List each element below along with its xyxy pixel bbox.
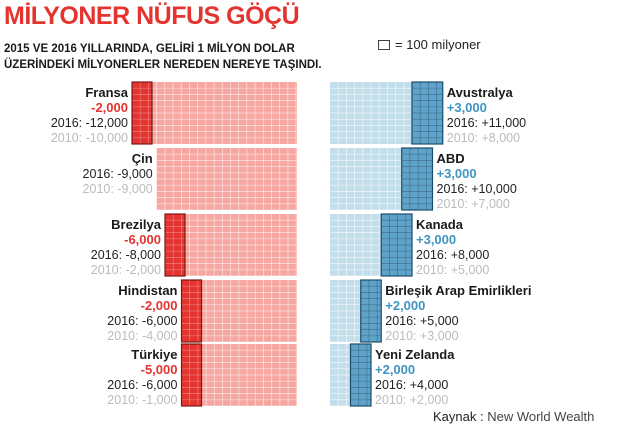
in-2010-label: 2010: +8,000 bbox=[447, 131, 520, 145]
in-bar-change bbox=[401, 148, 433, 210]
in-bar-grid bbox=[330, 148, 402, 211]
in-2016-label: 2016: +11,000 bbox=[447, 116, 526, 130]
out-change-label: -6,000 bbox=[124, 232, 161, 247]
in-bar-change bbox=[381, 214, 412, 276]
out-country-label: Çin bbox=[132, 151, 153, 166]
in-bar-grid bbox=[330, 82, 413, 144]
out-bar-grid bbox=[156, 148, 297, 211]
in-bar-grid bbox=[330, 214, 382, 277]
out-bar-change bbox=[132, 82, 152, 144]
chart-subtitle: 2015 VE 2016 YILLARINDA, GELİRİ 1 MİLYON… bbox=[4, 41, 322, 73]
legend-label: = 100 milyoner bbox=[395, 37, 481, 52]
in-change-grid bbox=[412, 82, 443, 144]
in-country-label: Avustralya bbox=[447, 85, 514, 100]
out-country-label: Türkiye bbox=[131, 347, 177, 362]
in-change-label: +3,000 bbox=[437, 166, 477, 181]
in-2010-label: 2010: +3,000 bbox=[385, 329, 458, 343]
in-country-label: Kanada bbox=[416, 217, 464, 232]
in-bar-grid bbox=[330, 344, 351, 407]
out-bar-change bbox=[165, 214, 185, 276]
out-change-outline bbox=[164, 213, 186, 277]
in-bar-change bbox=[350, 344, 371, 406]
in-country-label: Birleşik Arap Emirlikleri bbox=[385, 283, 531, 298]
in-change-outline bbox=[411, 81, 444, 145]
out-change-label: -2,000 bbox=[91, 100, 128, 115]
out-country-label: Fransa bbox=[85, 85, 128, 100]
in-bar-change bbox=[412, 82, 443, 144]
in-2016-label: 2016: +4,000 bbox=[375, 378, 448, 392]
in-change-grid bbox=[381, 214, 412, 277]
out-change-outline bbox=[131, 81, 153, 145]
out-2010-label: 2010: -9,000 bbox=[83, 182, 153, 196]
source-value: New World Wealth bbox=[487, 409, 595, 424]
out-change-label: -5,000 bbox=[141, 362, 178, 377]
chart-title: MİLYONER NÜFUS GÖÇÜ bbox=[4, 2, 300, 30]
in-country-label: Yeni Zelanda bbox=[375, 347, 455, 362]
subtitle-line-1: 2015 VE 2016 YILLARINDA, GELİRİ 1 MİLYON… bbox=[4, 43, 295, 55]
in-change-outline bbox=[349, 343, 372, 407]
out-2010-label: 2010: -4,000 bbox=[107, 329, 177, 343]
in-change-outline bbox=[360, 279, 382, 343]
out-change-grid bbox=[165, 214, 185, 277]
in-2010-label: 2010: +7,000 bbox=[437, 197, 510, 211]
in-2016-label: 2016: +10,000 bbox=[437, 182, 517, 196]
in-2016-label: 2016: +5,000 bbox=[385, 314, 458, 328]
out-bar-grid bbox=[165, 214, 297, 277]
out-change-grid bbox=[132, 82, 152, 144]
out-country-label: Brezilya bbox=[111, 217, 162, 232]
out-bar-change bbox=[181, 280, 202, 342]
in-2016-label: 2016: +8,000 bbox=[416, 248, 489, 262]
in-change-grid bbox=[401, 148, 433, 211]
out-2010-label: 2010: -2,000 bbox=[91, 263, 161, 277]
in-change-label: +2,000 bbox=[385, 298, 425, 313]
in-change-grid bbox=[360, 280, 382, 343]
in-2010-label: 2010: +5,000 bbox=[416, 263, 489, 277]
out-change-label: -2,000 bbox=[141, 298, 178, 313]
in-change-label: +3,000 bbox=[416, 232, 456, 247]
in-change-label: +3,000 bbox=[447, 100, 487, 115]
in-2010-label: 2010: +2,000 bbox=[375, 393, 448, 407]
in-change-outline bbox=[401, 147, 434, 211]
out-2010-label: 2010: -10,000 bbox=[51, 131, 128, 145]
in-change-label: +2,000 bbox=[375, 362, 415, 377]
in-change-outline bbox=[380, 213, 413, 277]
out-2016-label: 2016: -6,000 bbox=[107, 314, 177, 328]
out-change-outline bbox=[180, 343, 203, 407]
subtitle-line-2: ÜZERİNDEKİ MİLYONERLER NEREDEN NEREYE TA… bbox=[4, 59, 322, 71]
out-2016-label: 2016: -9,000 bbox=[83, 167, 153, 181]
out-bar-change bbox=[181, 344, 202, 406]
out-2016-label: 2016: -8,000 bbox=[91, 248, 161, 262]
legend-cell-icon bbox=[378, 39, 390, 50]
source-note: Kaynak : New World Wealth bbox=[433, 409, 594, 424]
out-2016-label: 2016: -12,000 bbox=[51, 116, 128, 130]
legend: = 100 milyoner bbox=[378, 37, 481, 52]
out-change-grid bbox=[181, 344, 202, 407]
out-2016-label: 2016: -6,000 bbox=[107, 378, 177, 392]
out-change-outline bbox=[180, 279, 203, 343]
source-label: Kaynak : bbox=[433, 409, 484, 424]
out-country-label: Hindistan bbox=[118, 283, 177, 298]
out-2010-label: 2010: -1,000 bbox=[107, 393, 177, 407]
out-change-grid bbox=[181, 280, 202, 343]
in-bar-grid bbox=[330, 280, 361, 343]
in-bar-change bbox=[360, 280, 382, 342]
in-country-label: ABD bbox=[437, 151, 465, 166]
